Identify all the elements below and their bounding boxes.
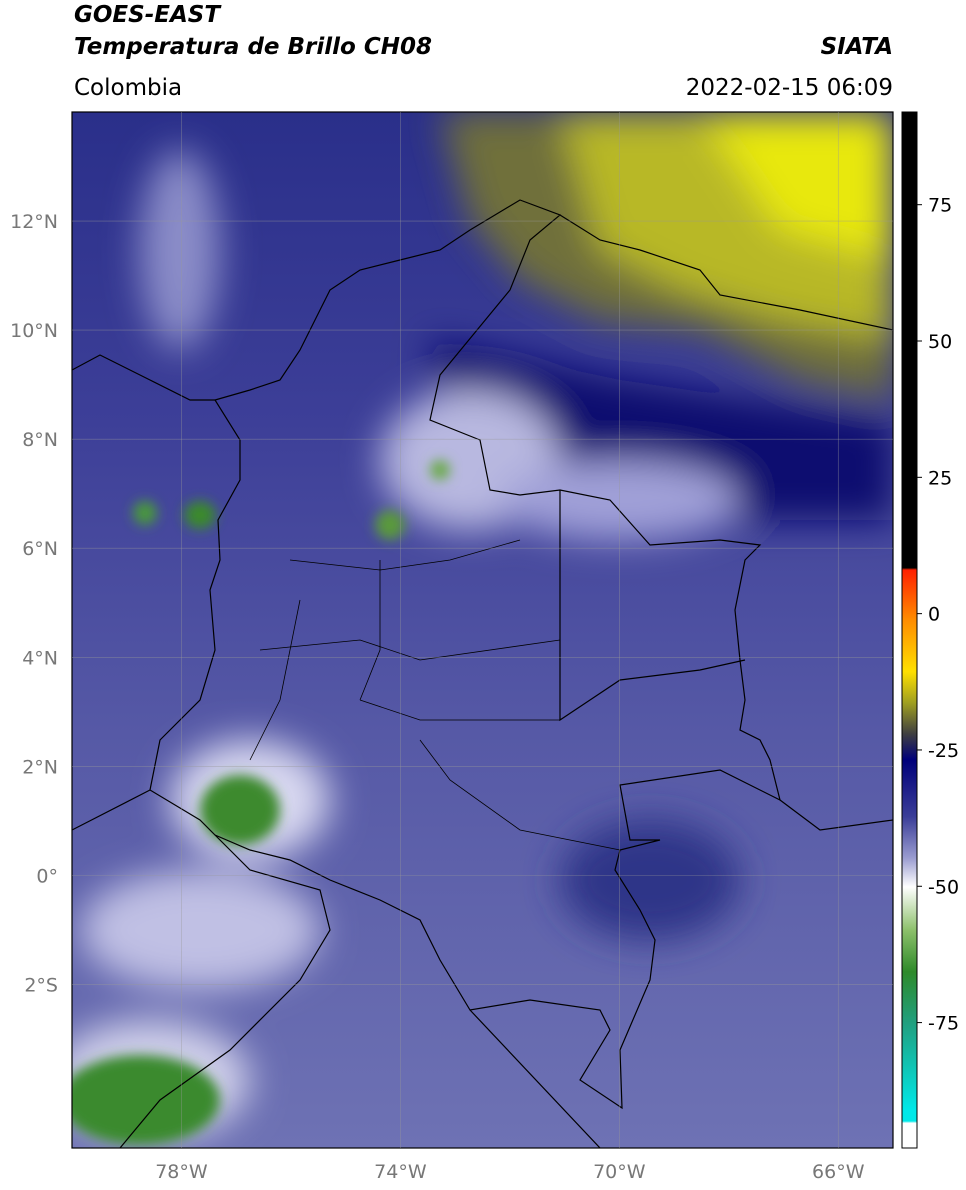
departments (249, 539, 621, 851)
y-tick-label: 4°N (22, 647, 58, 669)
x-tick-label: 70°W (593, 1161, 646, 1183)
venezuela-coast (559, 214, 893, 331)
colorbar-tick-label: 50 (928, 331, 952, 353)
satellite-image (72, 112, 893, 1148)
datetime: 2022-02-15 06:09 (686, 75, 893, 101)
x-tick-label: 78°W (155, 1161, 208, 1183)
colorbar-tick-label: 75 (928, 195, 952, 217)
colorbar-tick-label: 25 (928, 467, 952, 489)
x-tick-label: 66°W (812, 1161, 865, 1183)
product: Temperatura de Brillo CH08 (74, 34, 432, 60)
ticks: 78°W 74°W 70°W 66°W 2°S 0° 2°N 4°N 6°N 8°N 10°N 12°… (10, 195, 959, 1183)
satellite: GOES-EAST (74, 2, 222, 28)
source: SIATA (821, 34, 893, 60)
y-tick-label: 8°N (22, 429, 58, 451)
y-tick-label: 12°N (10, 211, 58, 233)
ecuador-peru (72, 789, 331, 1148)
colorbar (901, 111, 918, 1149)
y-tick-label: 2°S (24, 974, 58, 996)
y-tick-label: 10°N (10, 320, 58, 342)
borders (72, 199, 893, 1148)
map-frame (71, 111, 894, 1149)
region: Colombia (74, 75, 182, 101)
colorbar-tick-label: -50 (928, 876, 959, 898)
central-america (72, 354, 215, 401)
y-tick-label: 2°N (22, 756, 58, 778)
brazil-border (469, 799, 893, 1148)
y-tick-label: 6°N (22, 538, 58, 560)
y-tick-label: 0° (36, 865, 58, 887)
graticule (72, 112, 893, 1148)
colorbar-tick-label: -25 (928, 740, 959, 762)
x-tick-label: 74°W (374, 1161, 427, 1183)
venezuela-border (559, 490, 746, 722)
colorbar-tick-label: 0 (928, 604, 940, 626)
colombia-border (149, 199, 781, 1110)
colorbar-tick-label: -75 (928, 1013, 959, 1035)
